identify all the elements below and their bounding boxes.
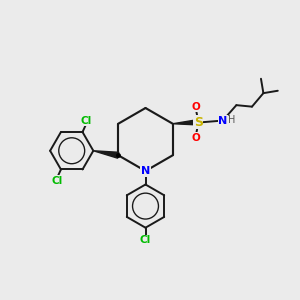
Text: Cl: Cl xyxy=(52,176,63,186)
Text: Cl: Cl xyxy=(80,116,92,126)
Polygon shape xyxy=(93,151,119,158)
Text: N: N xyxy=(141,166,150,176)
Text: S: S xyxy=(194,116,203,129)
Polygon shape xyxy=(173,120,198,125)
Text: H: H xyxy=(228,115,235,125)
Text: O: O xyxy=(191,133,200,143)
Text: O: O xyxy=(191,102,200,112)
Text: Cl: Cl xyxy=(140,235,151,245)
Text: N: N xyxy=(218,116,227,126)
